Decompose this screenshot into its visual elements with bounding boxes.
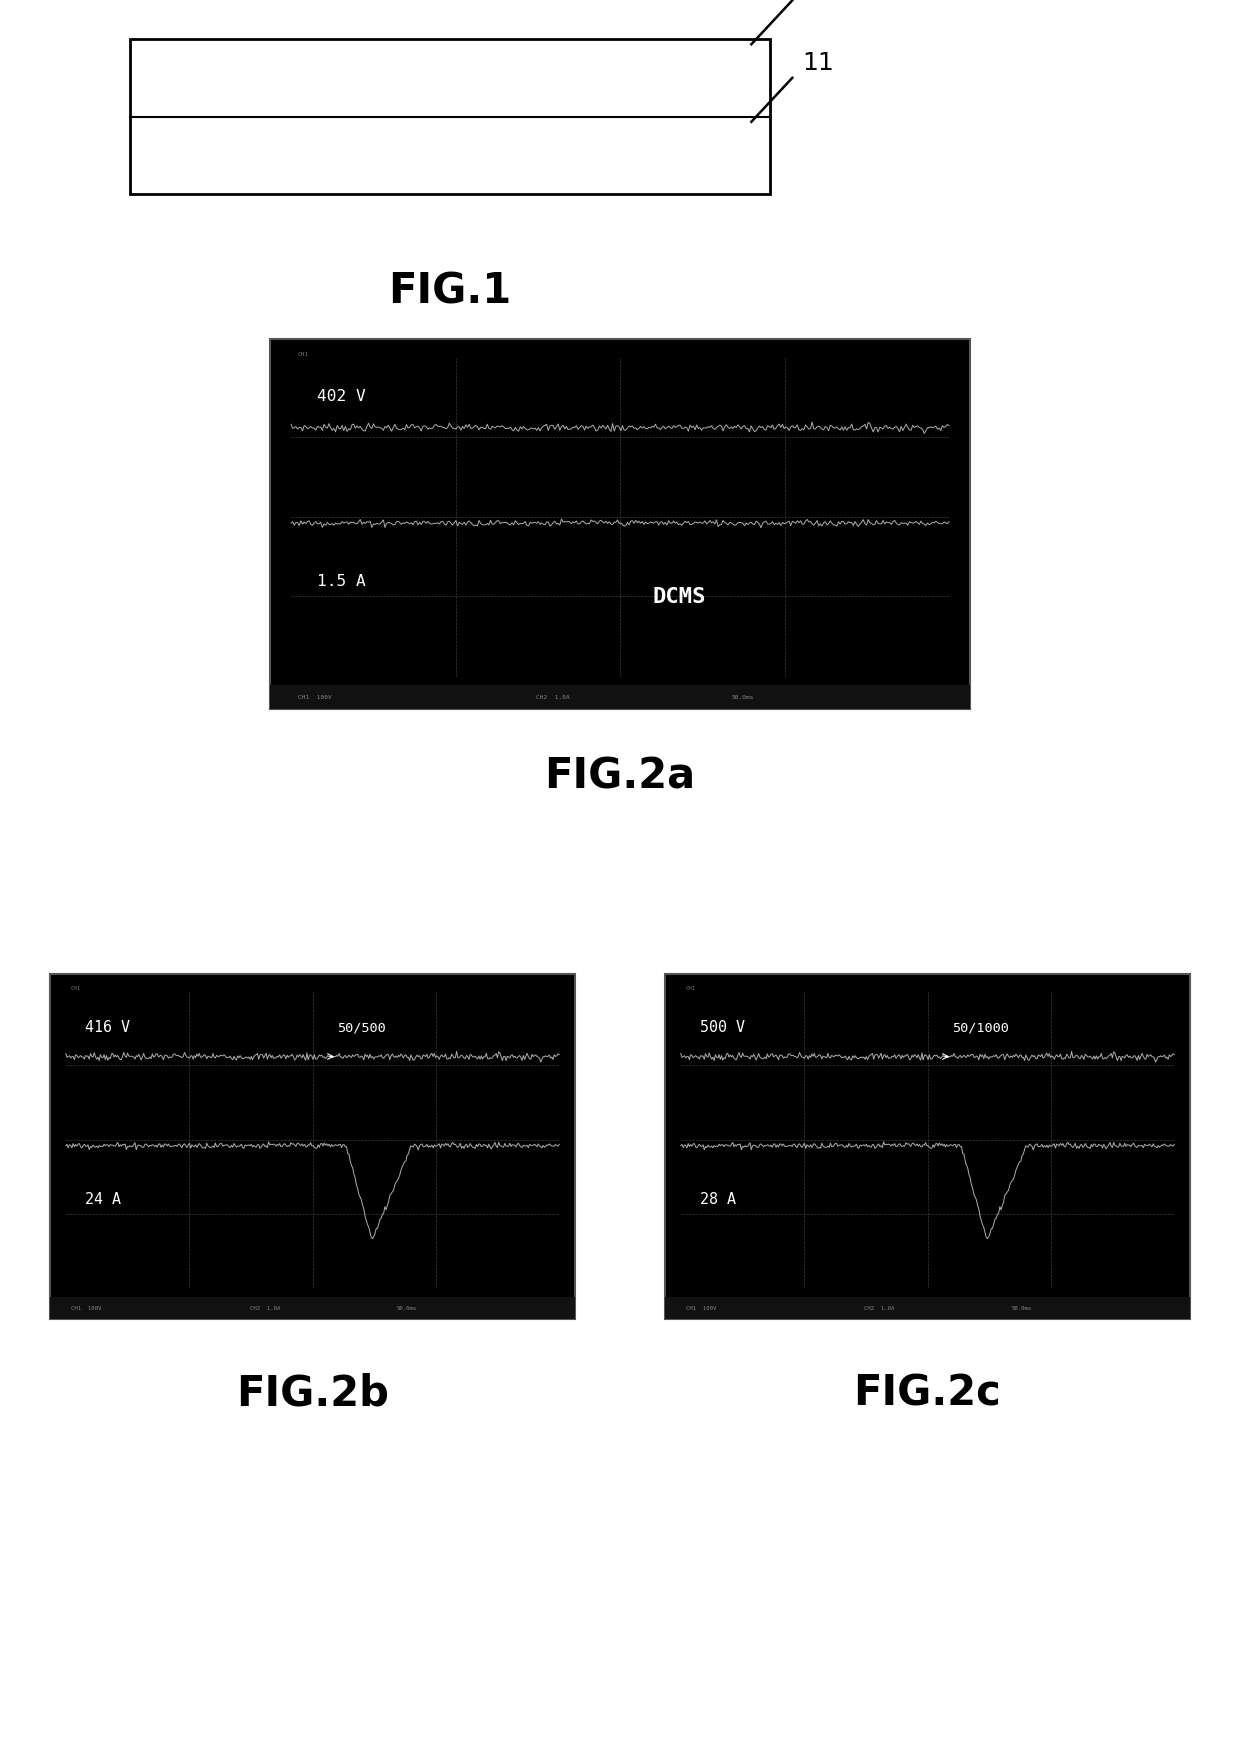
Text: CH1  100V: CH1 100V xyxy=(298,696,332,699)
Text: FIG.2b: FIG.2b xyxy=(236,1372,389,1414)
Text: CH1  100V: CH1 100V xyxy=(71,1305,102,1311)
Text: FIG.2c: FIG.2c xyxy=(853,1372,1002,1414)
Text: CH1  100V: CH1 100V xyxy=(686,1305,717,1311)
Text: 1.5 A: 1.5 A xyxy=(317,573,366,589)
Text: 50.0ms: 50.0ms xyxy=(397,1305,417,1311)
Text: 50.0ms: 50.0ms xyxy=(732,696,754,699)
Bar xyxy=(50,1297,575,1320)
Text: CH2  1.0A: CH2 1.0A xyxy=(249,1305,280,1311)
Bar xyxy=(665,1297,1190,1320)
Text: 50.0ms: 50.0ms xyxy=(1012,1305,1032,1311)
Bar xyxy=(130,40,770,195)
Bar xyxy=(270,685,970,710)
Text: 24 A: 24 A xyxy=(86,1191,122,1207)
Text: 50/500: 50/500 xyxy=(337,1021,386,1033)
Text: CH1: CH1 xyxy=(686,986,696,991)
Bar xyxy=(50,975,575,1320)
Text: FIG.2a: FIG.2a xyxy=(544,756,696,798)
Text: CH1: CH1 xyxy=(71,986,81,991)
Bar xyxy=(665,975,1190,1320)
Text: 11: 11 xyxy=(802,51,835,76)
Text: DCMS: DCMS xyxy=(653,587,707,606)
Bar xyxy=(270,339,970,710)
Text: 500 V: 500 V xyxy=(701,1019,745,1035)
Text: 50/1000: 50/1000 xyxy=(952,1021,1009,1033)
Text: 402 V: 402 V xyxy=(317,388,366,404)
Text: FIG.1: FIG.1 xyxy=(388,271,512,313)
Text: CH2  1.0A: CH2 1.0A xyxy=(536,696,569,699)
Text: CH1: CH1 xyxy=(298,351,309,357)
Text: CH2  1.0A: CH2 1.0A xyxy=(864,1305,895,1311)
Text: 416 V: 416 V xyxy=(86,1019,130,1035)
Text: 28 A: 28 A xyxy=(701,1191,737,1207)
